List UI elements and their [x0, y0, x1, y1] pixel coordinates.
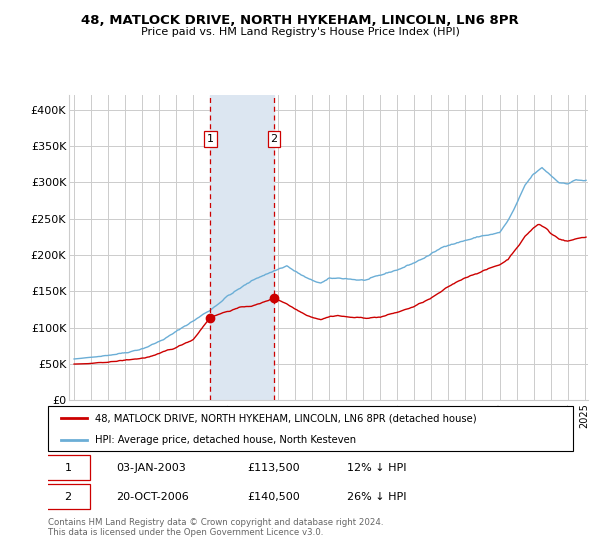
FancyBboxPatch shape: [46, 455, 90, 480]
FancyBboxPatch shape: [46, 484, 90, 510]
Text: Contains HM Land Registry data © Crown copyright and database right 2024.
This d: Contains HM Land Registry data © Crown c…: [48, 518, 383, 538]
Text: £140,500: £140,500: [248, 492, 300, 502]
Text: 26% ↓ HPI: 26% ↓ HPI: [347, 492, 407, 502]
Text: 2: 2: [64, 492, 71, 502]
FancyBboxPatch shape: [48, 406, 573, 451]
Text: £113,500: £113,500: [248, 463, 300, 473]
Text: HPI: Average price, detached house, North Kesteven: HPI: Average price, detached house, Nort…: [95, 435, 356, 445]
Text: 48, MATLOCK DRIVE, NORTH HYKEHAM, LINCOLN, LN6 8PR (detached house): 48, MATLOCK DRIVE, NORTH HYKEHAM, LINCOL…: [95, 413, 477, 423]
Text: 03-JAN-2003: 03-JAN-2003: [116, 463, 186, 473]
Text: 48, MATLOCK DRIVE, NORTH HYKEHAM, LINCOLN, LN6 8PR: 48, MATLOCK DRIVE, NORTH HYKEHAM, LINCOL…: [81, 14, 519, 27]
Bar: [210, 95, 274, 400]
Text: 1: 1: [64, 463, 71, 473]
Text: 2: 2: [271, 134, 278, 144]
Text: Price paid vs. HM Land Registry's House Price Index (HPI): Price paid vs. HM Land Registry's House …: [140, 27, 460, 37]
Text: 1: 1: [207, 134, 214, 144]
Text: 20-OCT-2006: 20-OCT-2006: [116, 492, 189, 502]
Text: 12% ↓ HPI: 12% ↓ HPI: [347, 463, 407, 473]
